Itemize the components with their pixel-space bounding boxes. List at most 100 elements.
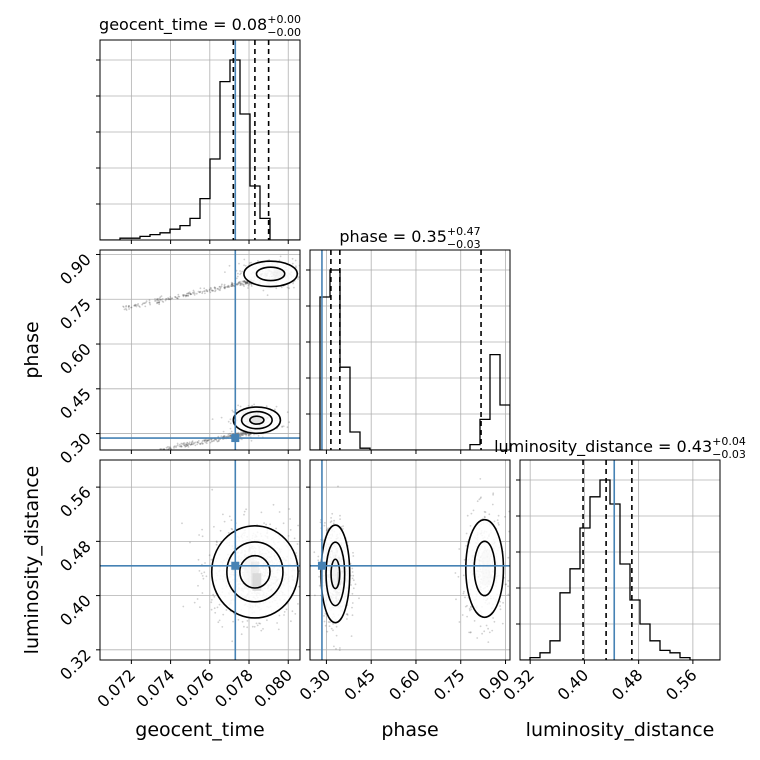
sample-point: [197, 440, 200, 442]
sample-point: [186, 444, 189, 446]
sample-point: [243, 625, 245, 628]
sample-point: [239, 282, 242, 285]
sample-point: [204, 290, 206, 292]
sample-point: [133, 304, 136, 307]
sample-point: [154, 298, 156, 300]
sample-point: [246, 281, 249, 284]
sample-point: [206, 289, 208, 292]
sample-point: [269, 523, 271, 526]
frame: [309, 459, 511, 661]
sample-point: [487, 641, 490, 643]
grid-luminosity_distance-luminosity_distance: [520, 460, 720, 660]
sample-point: [241, 434, 243, 436]
sample-point: [228, 435, 230, 437]
sample-point: [465, 545, 468, 547]
sample-point: [185, 445, 187, 447]
sample-point: [241, 282, 244, 285]
sample-point: [240, 272, 242, 275]
sample-point: [491, 629, 494, 632]
sample-point: [178, 445, 181, 448]
sample-point: [177, 295, 180, 298]
title-minus: −0.03: [447, 238, 481, 251]
sample-point: [244, 432, 247, 435]
sample-point: [174, 445, 176, 448]
sample-point: [352, 587, 355, 590]
sample-point: [337, 485, 339, 488]
sample-point: [165, 298, 168, 300]
sample-point: [214, 611, 217, 614]
sample-point: [283, 614, 285, 616]
ticks-geocent_time-geocent_time: [96, 59, 289, 244]
sample-point: [295, 266, 297, 269]
sample-point: [265, 405, 268, 407]
sample-point: [236, 283, 239, 286]
truth-marker: [317, 561, 326, 570]
histogram-panel-geocent_time: [96, 39, 301, 244]
sample-point: [214, 438, 217, 441]
sample-point: [216, 288, 219, 290]
sample-point: [213, 607, 216, 610]
sample-point: [246, 281, 249, 284]
sample-point: [181, 443, 184, 445]
sample-point: [492, 492, 495, 495]
contour-0: [465, 518, 505, 619]
sample-point: [227, 285, 230, 288]
sample-point: [352, 574, 355, 577]
sample-point: [189, 444, 192, 446]
sample-point: [227, 286, 230, 288]
y-tick-label-phase: 0.60: [56, 339, 95, 378]
sample-point: [242, 284, 245, 286]
sample-point: [206, 290, 209, 293]
sample-point: [229, 434, 232, 436]
x-tick-label-phase: 0.60: [385, 665, 424, 704]
sample-point: [302, 270, 304, 272]
sample-point: [233, 284, 235, 287]
sample-point: [480, 496, 482, 499]
sample-point: [190, 293, 193, 295]
sample-point: [198, 291, 201, 294]
sample-point: [219, 286, 222, 289]
sample-point: [176, 442, 179, 445]
x-tick-label-geocent_time: 0.080: [250, 665, 296, 711]
sample-point: [215, 543, 218, 546]
sample-point: [236, 283, 238, 285]
sample-point: [130, 306, 133, 309]
sample-point: [145, 301, 147, 304]
sample-point: [301, 585, 303, 587]
sample-point: [351, 567, 354, 570]
frame-luminosity_distance: [519, 459, 721, 661]
sample-point: [251, 625, 254, 628]
sample-point: [167, 447, 170, 450]
sample-point: [193, 601, 196, 604]
sample-point: [248, 282, 251, 285]
sample-point: [464, 596, 466, 599]
sample-point: [318, 584, 321, 587]
sample-point: [222, 513, 224, 516]
sample-point: [243, 280, 246, 283]
sample-point: [231, 284, 234, 287]
grid-phase-geocent_time: [100, 250, 300, 450]
title-main: luminosity_distance = 0.43: [494, 437, 712, 457]
sample-point: [324, 522, 326, 524]
y-tick-label-luminosity_distance: 0.32: [56, 645, 95, 684]
sample-point: [222, 613, 225, 616]
sample-point: [228, 515, 231, 518]
ticks-phase-phase: [306, 269, 507, 454]
sample-point: [466, 604, 468, 607]
sample-point: [201, 575, 204, 577]
sample-point: [185, 294, 188, 297]
sample-point: [262, 289, 265, 292]
sample-point: [203, 439, 206, 441]
sample-point: [231, 528, 234, 531]
sample-point: [187, 295, 190, 297]
sample-point: [180, 445, 183, 447]
sample-point: [135, 304, 138, 306]
sample-point: [215, 439, 218, 441]
sample-point: [511, 579, 513, 581]
sample-point: [290, 620, 292, 623]
sample-point: [169, 296, 172, 298]
contour-1: [473, 540, 496, 597]
sample-point: [245, 282, 248, 285]
sample-point: [346, 613, 349, 615]
sample-point: [499, 605, 501, 607]
